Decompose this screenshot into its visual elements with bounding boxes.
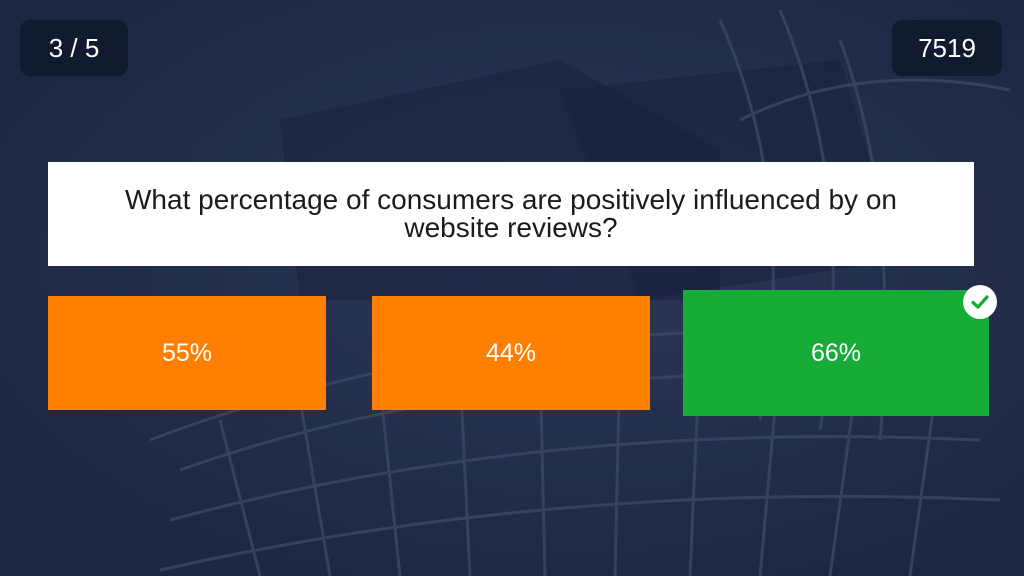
answer-option-1[interactable]: 55% bbox=[48, 296, 326, 410]
question-text: What percentage of consumers are positiv… bbox=[125, 184, 897, 243]
score-counter: 7519 bbox=[892, 20, 1002, 76]
question-card: What percentage of consumers are positiv… bbox=[48, 162, 974, 266]
answer-option-3-correct[interactable]: 66% bbox=[683, 285, 997, 416]
correct-check-badge bbox=[963, 285, 997, 319]
answer-option-label: 66% bbox=[810, 338, 862, 367]
answer-option-2[interactable]: 44% bbox=[372, 296, 650, 410]
answer-option-label: 44% bbox=[485, 338, 537, 367]
check-icon bbox=[971, 295, 989, 309]
answer-option-label: 55% bbox=[161, 338, 213, 367]
question-progress-counter: 3 / 5 bbox=[20, 20, 128, 76]
